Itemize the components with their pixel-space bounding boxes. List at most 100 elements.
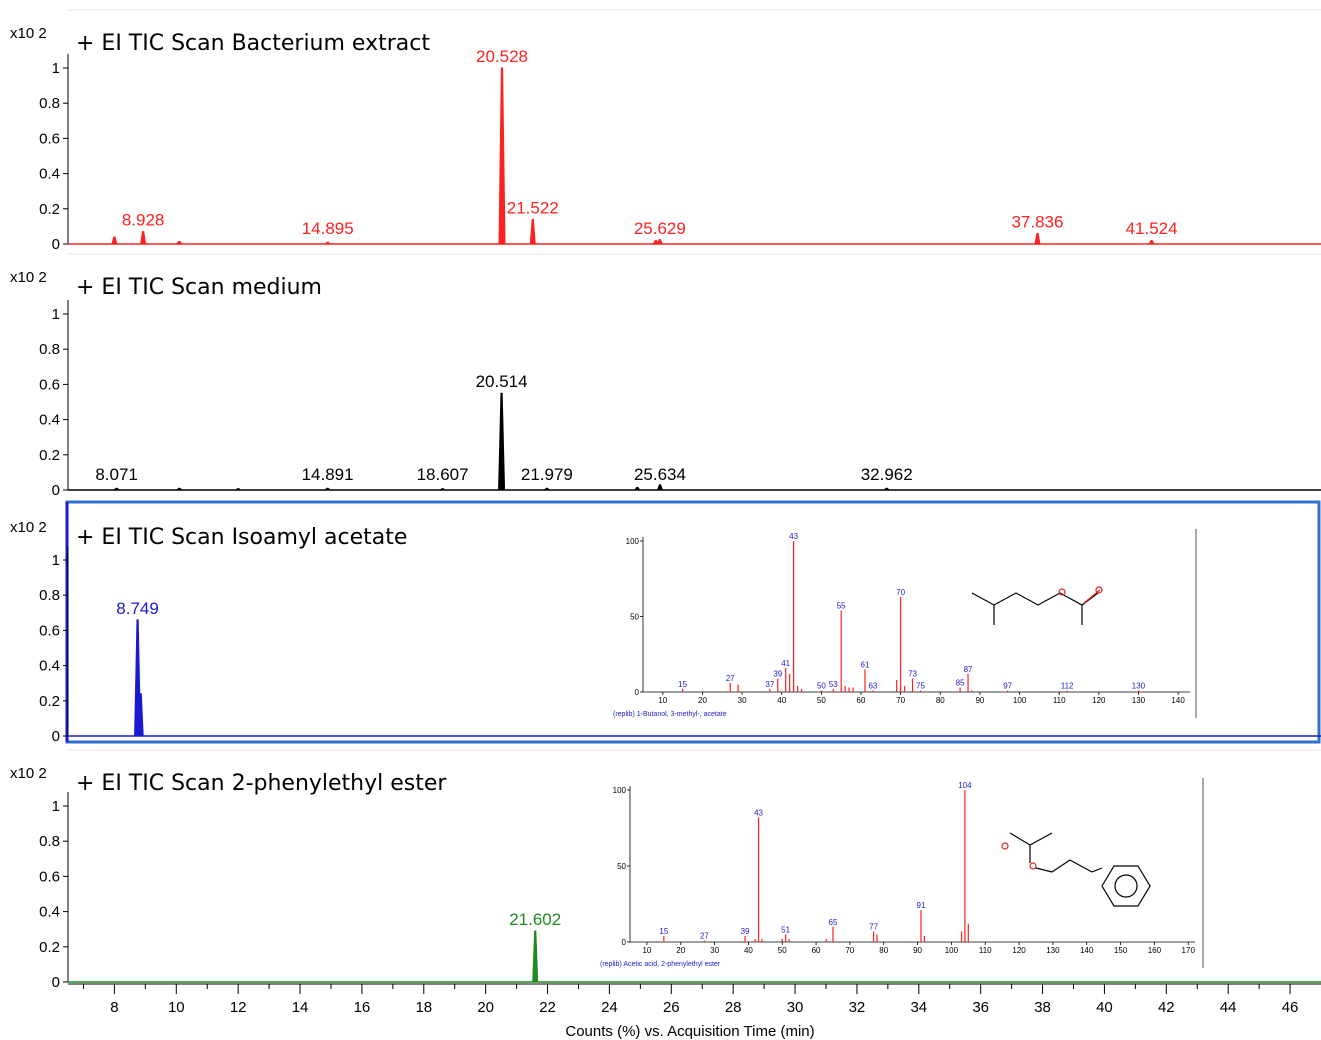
y-tick-label: 1 [52,306,60,323]
panel-title: + EI TIC Scan 2-phenylethyl ester [76,771,447,796]
chromatogram-peak [112,487,121,491]
inset-x-tick-label: 110 [1053,696,1066,705]
chromatogram-peak [529,218,536,245]
skeletal-bond [1091,867,1103,873]
chromatogram-peak [498,67,506,245]
inset-x-tick-label: 90 [913,946,922,955]
inset-x-tick-label: 130 [1046,946,1060,955]
x-tick-label: 18 [415,999,432,1016]
y-tick-label: 0 [52,728,60,745]
x-tick-label: 26 [663,999,680,1016]
peak-label: 21.979 [521,465,573,484]
inset-x-tick-label: 150 [1114,946,1128,955]
y-tick-label: 1 [52,552,60,569]
peak-label: 21.602 [509,910,561,929]
ms-bar-label: 15 [678,680,687,689]
inset-x-tick-label: 60 [857,696,866,705]
inset-x-tick-label: 160 [1148,946,1162,955]
skeletal-bond [1069,859,1093,873]
peak-label: 8.928 [122,211,165,230]
chromatogram-peak [323,487,332,491]
ms-bar-label: 63 [868,681,877,690]
y-tick-label: 0.6 [39,130,60,147]
ms-bar-label: 73 [908,669,917,678]
inset-x-tick-label: 170 [1182,946,1196,955]
panel-title: + EI TIC Scan Isoamyl acetate [76,525,407,550]
y-tick-label: 0.2 [39,939,60,956]
skeletal-bond [1051,859,1071,873]
y-tick-label: 1 [52,798,60,815]
benzene-ring [1101,865,1151,907]
inset-x-tick-label: 80 [879,946,888,955]
ms-bar-label: 27 [726,674,735,683]
inset-x-tick-label: 60 [812,946,821,955]
x-tick-label: 10 [168,999,185,1016]
inset-x-tick-label: 140 [1171,696,1185,705]
inset-y-tick-label: 0 [635,688,640,697]
chromatogram-peak [633,486,641,491]
chromatogram-peak [656,484,664,491]
peak-label: 37.836 [1011,212,1063,231]
molecule-structure [971,586,1103,625]
y-tick-label: 0.6 [39,868,60,885]
y-tick-label: 0.6 [39,376,60,393]
x-tick-label: 44 [1220,999,1237,1016]
y-tick-label: 0.8 [39,341,60,358]
inset-x-tick-label: 70 [845,946,854,955]
inset-x-tick-label: 40 [744,946,753,955]
ms-bar-label: 43 [789,532,798,541]
inset-x-tick-label: 50 [778,946,787,955]
inset-x-tick-label: 130 [1132,696,1146,705]
chromatogram-peak [175,487,184,491]
y-tick-label: 0 [52,974,60,991]
chromatogram-peak [543,487,551,491]
inset-x-tick-label: 120 [1012,946,1026,955]
panel-title: + EI TIC Scan Bacterium extract [76,31,430,56]
molecule-structure [1001,832,1151,907]
inset-x-tick-label: 120 [1092,696,1106,705]
y-tick-label: 0 [52,236,60,253]
chromatogram-peak [656,239,664,245]
inset-x-tick-label: 110 [979,946,992,955]
ms-bar-label: 50 [817,681,826,690]
inset-background [603,529,1200,722]
ms-bar-label: 75 [916,681,925,690]
ms-bar-label: 27 [700,931,709,940]
peak-label: 25.634 [634,465,686,484]
inset-x-tick-label: 100 [945,946,959,955]
chromatogram-peak [111,236,118,245]
panel-3: x10 2 + EI TIC Scan Isoamyl acetate 1 0.8 0.… [10,500,1321,745]
y-tick-label: 0.8 [39,833,60,850]
x-tick-label: 30 [787,999,804,1016]
inset-x-tick-label: 10 [642,946,651,955]
ms-bar-label: 70 [896,588,905,597]
y-tick-label: 0.4 [39,904,60,921]
ms-bar-label: 87 [964,665,973,674]
peak-label: 18.607 [417,465,469,484]
x-tick-label: 28 [725,999,742,1016]
chromatogram-peak [234,488,243,491]
inset-x-tick-label: 50 [817,696,826,705]
y-tick-label: 0.8 [39,587,60,604]
x-axis: 8 10 12 14 16 18 20 22 24 26 28 30 32 34 36 38 40 42 44 46 C… [68,983,1321,1040]
chromatogram-peak [1148,239,1155,245]
x-tick-label: 32 [849,999,866,1016]
ms-bar-label: 97 [1003,681,1012,690]
peak-label: 20.528 [476,47,528,66]
ms-bar-label: 104 [958,781,972,790]
inset-y-tick-label: 0 [622,938,627,947]
y-tick-label: 1 [52,60,60,77]
inset-x-tick-label: 20 [698,696,707,705]
peak-label: 41.524 [1126,219,1178,238]
chromatogram-peak [498,392,506,491]
ms-bar-label: 39 [773,669,782,678]
peak-label: 14.891 [302,465,354,484]
ms-bar-label: 65 [829,918,838,927]
ms-bar-label: 53 [829,680,838,689]
inset-y-tick-label: 50 [617,862,626,871]
x-axis-title: Counts (%) vs. Acquisition Time (min) [565,1023,814,1040]
y-tick-label: 0.2 [39,201,60,218]
chromatogram-peak [652,239,660,245]
x-tick-label: 42 [1158,999,1175,1016]
skeletal-bond [1009,832,1031,846]
